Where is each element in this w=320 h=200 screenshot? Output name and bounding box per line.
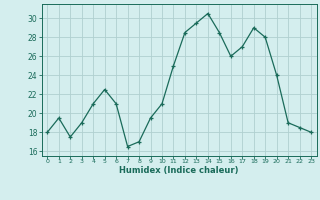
X-axis label: Humidex (Indice chaleur): Humidex (Indice chaleur) — [119, 166, 239, 175]
